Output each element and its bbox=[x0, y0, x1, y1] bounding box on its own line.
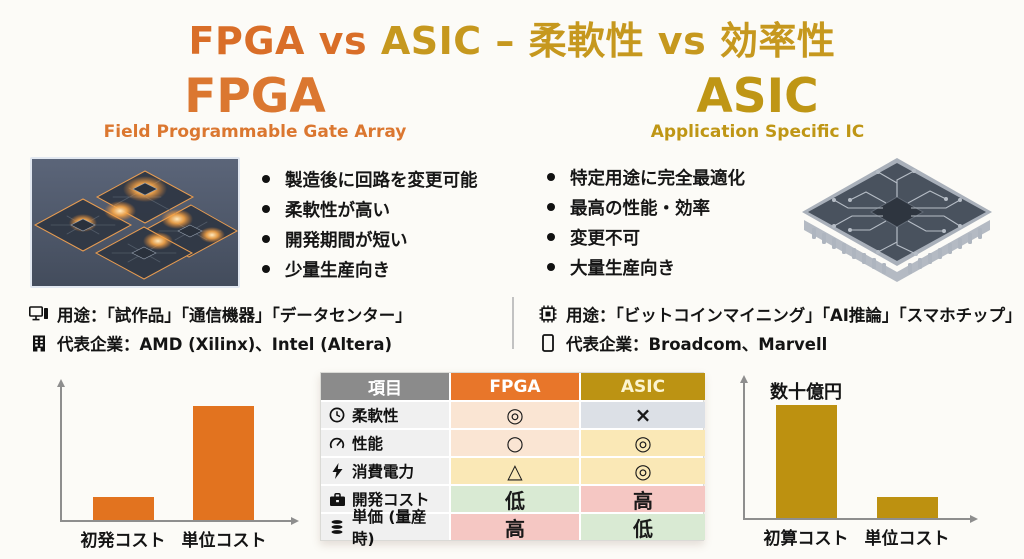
asic-bullet-list: 特定用途に完全最適化 最高の性能・効率 変更不可 大量生産向き bbox=[547, 162, 745, 282]
bar-unit-cost bbox=[193, 406, 254, 520]
asic-bullet-4: 大量生産向き bbox=[570, 258, 675, 279]
fpga-usage-row: 用途：「試作品」「通信機器」「データセンター」 bbox=[28, 301, 412, 327]
table-cell-fpga: ◎ bbox=[451, 402, 579, 428]
list-item: 少量生産向き bbox=[262, 254, 478, 284]
table-cell-asic: 低 bbox=[581, 514, 705, 541]
table-row-label: 柔軟性 bbox=[321, 402, 449, 428]
axis-arrow-right-icon bbox=[970, 515, 978, 523]
fpga-heading-block: FPGA Field Programmable Gate Array bbox=[55, 69, 455, 143]
coins-icon bbox=[328, 519, 346, 535]
table-header-asic: ASIC bbox=[581, 373, 705, 400]
title-fpga-part: FPGA vs bbox=[188, 19, 381, 63]
bullet-dot-icon bbox=[262, 265, 270, 273]
asic-chip-illustration bbox=[790, 150, 1004, 295]
fpga-heading: FPGA bbox=[184, 69, 326, 124]
table-cell-fpga: 高 bbox=[451, 514, 579, 541]
briefcase-icon bbox=[328, 492, 346, 507]
table-row-label: 消費電力 bbox=[321, 458, 449, 484]
table-cell-fpga: 低 bbox=[451, 486, 579, 513]
plot-area bbox=[745, 405, 969, 518]
asic-meta-block: 用途：「ビットコインマイニング」「AI推論」「スマホチップ」 代表企業：Broa… bbox=[537, 301, 1022, 359]
table-header-item: 項目 bbox=[321, 373, 449, 400]
bullet-dot-icon bbox=[547, 203, 555, 211]
x-tick-label: 単位コスト bbox=[181, 531, 267, 551]
building-icon bbox=[28, 335, 50, 352]
asic-heading-block: ASIC Application Specific IC bbox=[560, 69, 955, 143]
asic-bullet-2: 最高の性能・効率 bbox=[570, 198, 710, 219]
asic-companies-text: 代表企業：Broadcom、Marvell bbox=[566, 335, 828, 354]
table-cell-fpga: ○ bbox=[451, 430, 579, 456]
fpga-subtitle: Field Programmable Gate Array bbox=[103, 122, 407, 143]
table-cell-asic: 高 bbox=[581, 486, 705, 513]
phone-icon bbox=[537, 334, 559, 352]
y-axis bbox=[740, 375, 748, 518]
axis-arrow-up-icon bbox=[740, 375, 748, 383]
list-item: 柔軟性が高い bbox=[262, 194, 478, 224]
fpga-cost-chart: 初発コスト 単位コスト bbox=[40, 379, 300, 556]
monitor-icon bbox=[28, 305, 50, 323]
asic-bullet-3: 変更不可 bbox=[570, 228, 640, 249]
table-cell-fpga: △ bbox=[451, 458, 579, 484]
title-asic-part: ASIC – 柔軟性 vs 効率性 bbox=[380, 19, 836, 63]
comparison-table: 項目 FPGA ASIC 柔軟性 ◎ × 性能 ○ ◎ 消費電力 △ ◎ 開発コ… bbox=[320, 372, 705, 548]
table-cell-asic: ◎ bbox=[581, 458, 705, 484]
fpga-bullet-4: 少量生産向き bbox=[285, 260, 390, 281]
fpga-meta-block: 用途：「試作品」「通信機器」「データセンター」 代表企業：AMD (Xilinx… bbox=[28, 301, 412, 359]
gauge-icon bbox=[328, 436, 346, 450]
x-axis bbox=[743, 515, 978, 523]
asic-usage-row: 用途：「ビットコインマイニング」「AI推論」「スマホチップ」 bbox=[537, 301, 1022, 327]
fpga-usage-text: 用途：「試作品」「通信機器」「データセンター」 bbox=[57, 306, 412, 325]
fpga-companies-text: 代表企業：AMD (Xilinx)、Intel (Altera) bbox=[57, 335, 393, 354]
asic-bullet-1: 特定用途に完全最適化 bbox=[570, 168, 745, 189]
y-axis bbox=[57, 379, 65, 520]
fpga-bullet-1: 製造後に回路を変更可能 bbox=[285, 170, 478, 191]
x-axis bbox=[60, 517, 299, 525]
asic-cost-chart: 数十億円 初算コスト 単位コスト bbox=[735, 375, 1007, 556]
table-row-label: 性能 bbox=[321, 430, 449, 456]
bolt-icon bbox=[328, 463, 346, 479]
plot-area bbox=[62, 406, 290, 520]
axis-arrow-right-icon bbox=[291, 517, 299, 525]
list-item: 最高の性能・効率 bbox=[547, 192, 745, 222]
x-tick-label: 初算コスト bbox=[763, 529, 849, 549]
list-item: 特定用途に完全最適化 bbox=[547, 162, 745, 192]
list-item: 開発期間が短い bbox=[262, 224, 478, 254]
bullet-dot-icon bbox=[547, 233, 555, 241]
list-item: 変更不可 bbox=[547, 222, 745, 252]
table-row-label: 開発コスト bbox=[321, 486, 449, 512]
chart-annotation: 数十億円 bbox=[770, 382, 842, 403]
chip-icon bbox=[537, 305, 559, 323]
bar-initial-cost bbox=[93, 497, 154, 520]
bullet-dot-icon bbox=[262, 175, 270, 183]
bar-initial-cost bbox=[776, 405, 837, 518]
bullet-dot-icon bbox=[262, 235, 270, 243]
table-row-label: 単価 (量産時) bbox=[321, 508, 449, 548]
table-cell-asic: ◎ bbox=[581, 430, 705, 456]
bullet-dot-icon bbox=[547, 263, 555, 271]
x-tick-label: 初発コスト bbox=[80, 531, 166, 551]
bullet-dot-icon bbox=[262, 205, 270, 213]
x-tick-label: 単位コスト bbox=[864, 529, 950, 549]
fpga-bullet-3: 開発期間が短い bbox=[285, 230, 408, 251]
section-divider bbox=[512, 297, 514, 349]
bullet-dot-icon bbox=[547, 173, 555, 181]
asic-usage-text: 用途：「ビットコインマイニング」「AI推論」「スマホチップ」 bbox=[566, 306, 1022, 325]
list-item: 製造後に回路を変更可能 bbox=[262, 164, 478, 194]
list-item: 大量生産向き bbox=[547, 252, 745, 282]
asic-subtitle: Application Specific IC bbox=[650, 122, 865, 143]
asic-heading: ASIC bbox=[696, 69, 819, 124]
table-header-fpga: FPGA bbox=[451, 373, 579, 400]
fpga-bullet-list: 製造後に回路を変更可能 柔軟性が高い 開発期間が短い 少量生産向き bbox=[262, 164, 478, 284]
page-title: FPGA vs ASIC – 柔軟性 vs 効率性 bbox=[0, 10, 1024, 65]
fpga-bullet-2: 柔軟性が高い bbox=[285, 200, 390, 221]
axis-arrow-up-icon bbox=[57, 379, 65, 387]
table-cell-asic: × bbox=[581, 402, 705, 428]
fpga-companies-row: 代表企業：AMD (Xilinx)、Intel (Altera) bbox=[28, 330, 412, 356]
asic-companies-row: 代表企業：Broadcom、Marvell bbox=[537, 330, 1022, 356]
clock-icon bbox=[328, 407, 346, 423]
fpga-chip-illustration bbox=[30, 157, 240, 288]
bar-unit-cost bbox=[877, 496, 938, 518]
